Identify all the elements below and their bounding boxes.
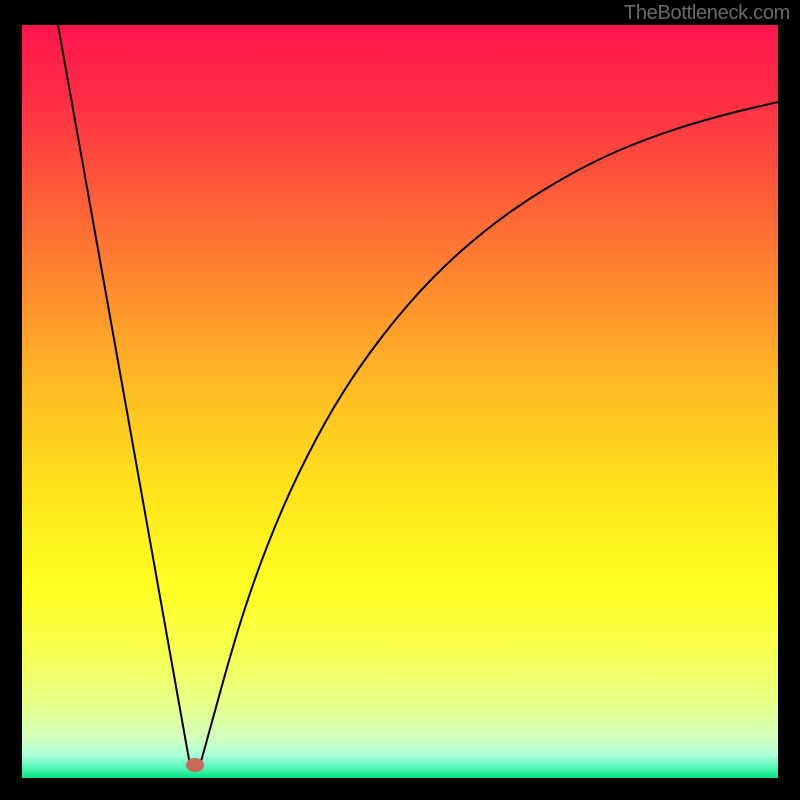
data-marker (186, 758, 204, 772)
chart-curves (22, 25, 778, 778)
chart-container: TheBottleneck.com (0, 0, 800, 800)
attribution-text: TheBottleneck.com (624, 2, 790, 25)
plot-region (22, 25, 778, 778)
